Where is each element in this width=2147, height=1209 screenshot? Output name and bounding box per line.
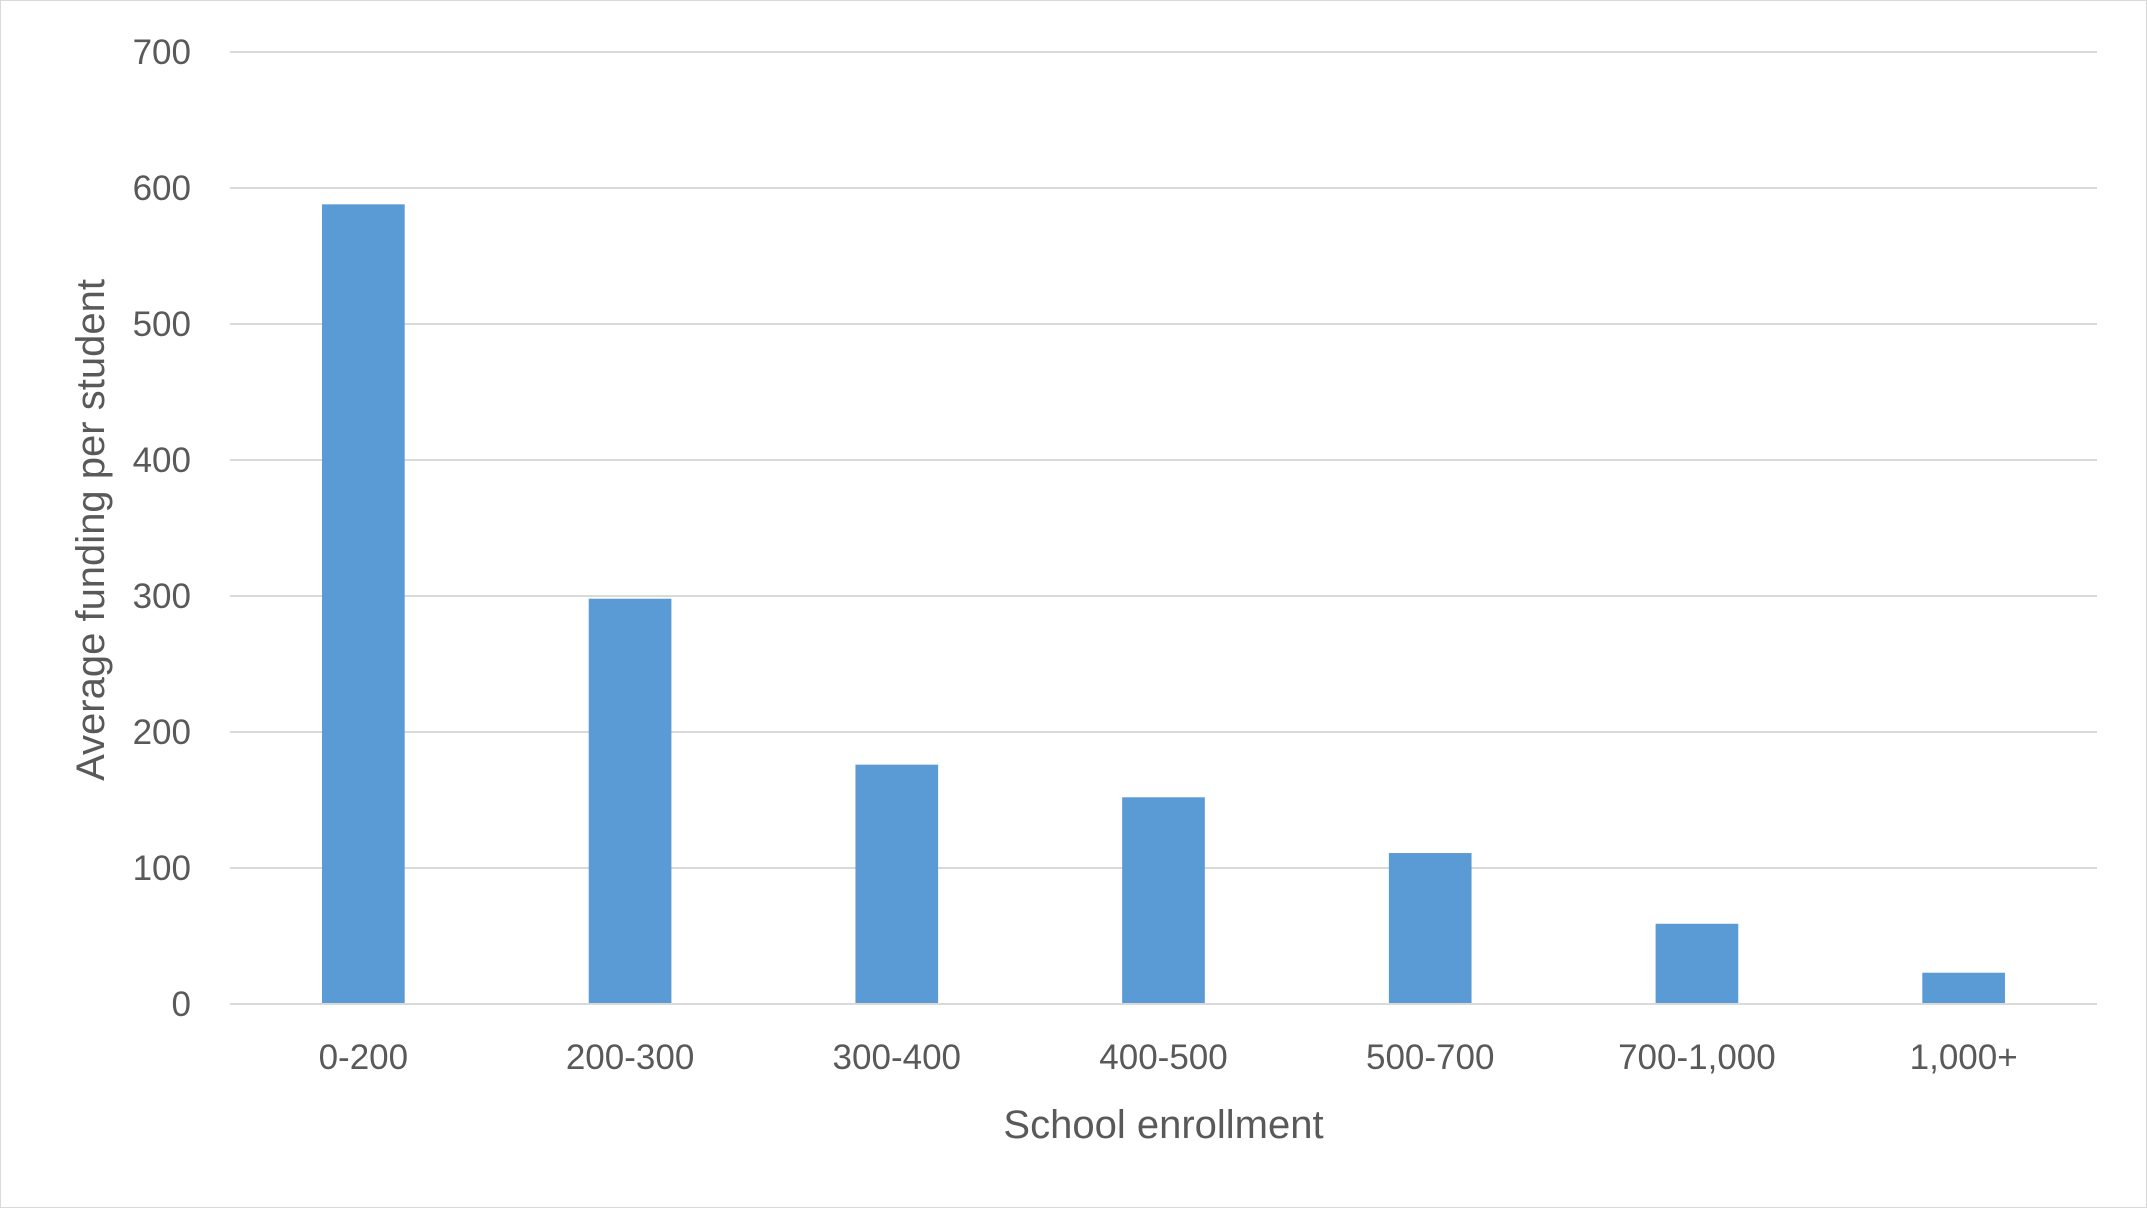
x-axis-ticks: 0-200 200-300 300-400 400-500 500-700 700-1,0… [319, 1038, 2018, 1077]
y-axis-title: Average funding per student [69, 279, 113, 781]
y-tick-label: 300 [133, 577, 191, 616]
bars [322, 204, 2005, 1004]
x-tick-label: 1,000+ [1910, 1038, 2018, 1077]
bar [1922, 972, 2005, 1004]
x-tick-label: 700-1,000 [1618, 1038, 1776, 1077]
y-tick-label: 700 [133, 33, 191, 72]
bar [588, 598, 672, 1004]
bar [322, 204, 405, 1004]
y-tick-label: 200 [133, 713, 191, 752]
bar [1388, 853, 1472, 1004]
y-tick-label: 500 [133, 305, 191, 344]
x-axis-title: School enrollment [1003, 1103, 1323, 1147]
bar [1655, 923, 1739, 1004]
x-tick-label: 0-200 [319, 1038, 409, 1077]
x-tick-label: 300-400 [833, 1038, 961, 1077]
y-axis-ticks: 0 100 200 300 400 500 600 700 [133, 33, 191, 1024]
bar [855, 764, 939, 1004]
y-tick-label: 0 [172, 985, 191, 1024]
x-tick-label: 200-300 [566, 1038, 694, 1077]
y-tick-label: 100 [133, 849, 191, 888]
y-tick-label: 400 [133, 441, 191, 480]
bar [1122, 797, 1205, 1004]
x-tick-label: 500-700 [1366, 1038, 1494, 1077]
y-tick-label: 600 [133, 169, 191, 208]
gridlines [230, 51, 2097, 869]
x-tick-label: 400-500 [1099, 1038, 1227, 1077]
